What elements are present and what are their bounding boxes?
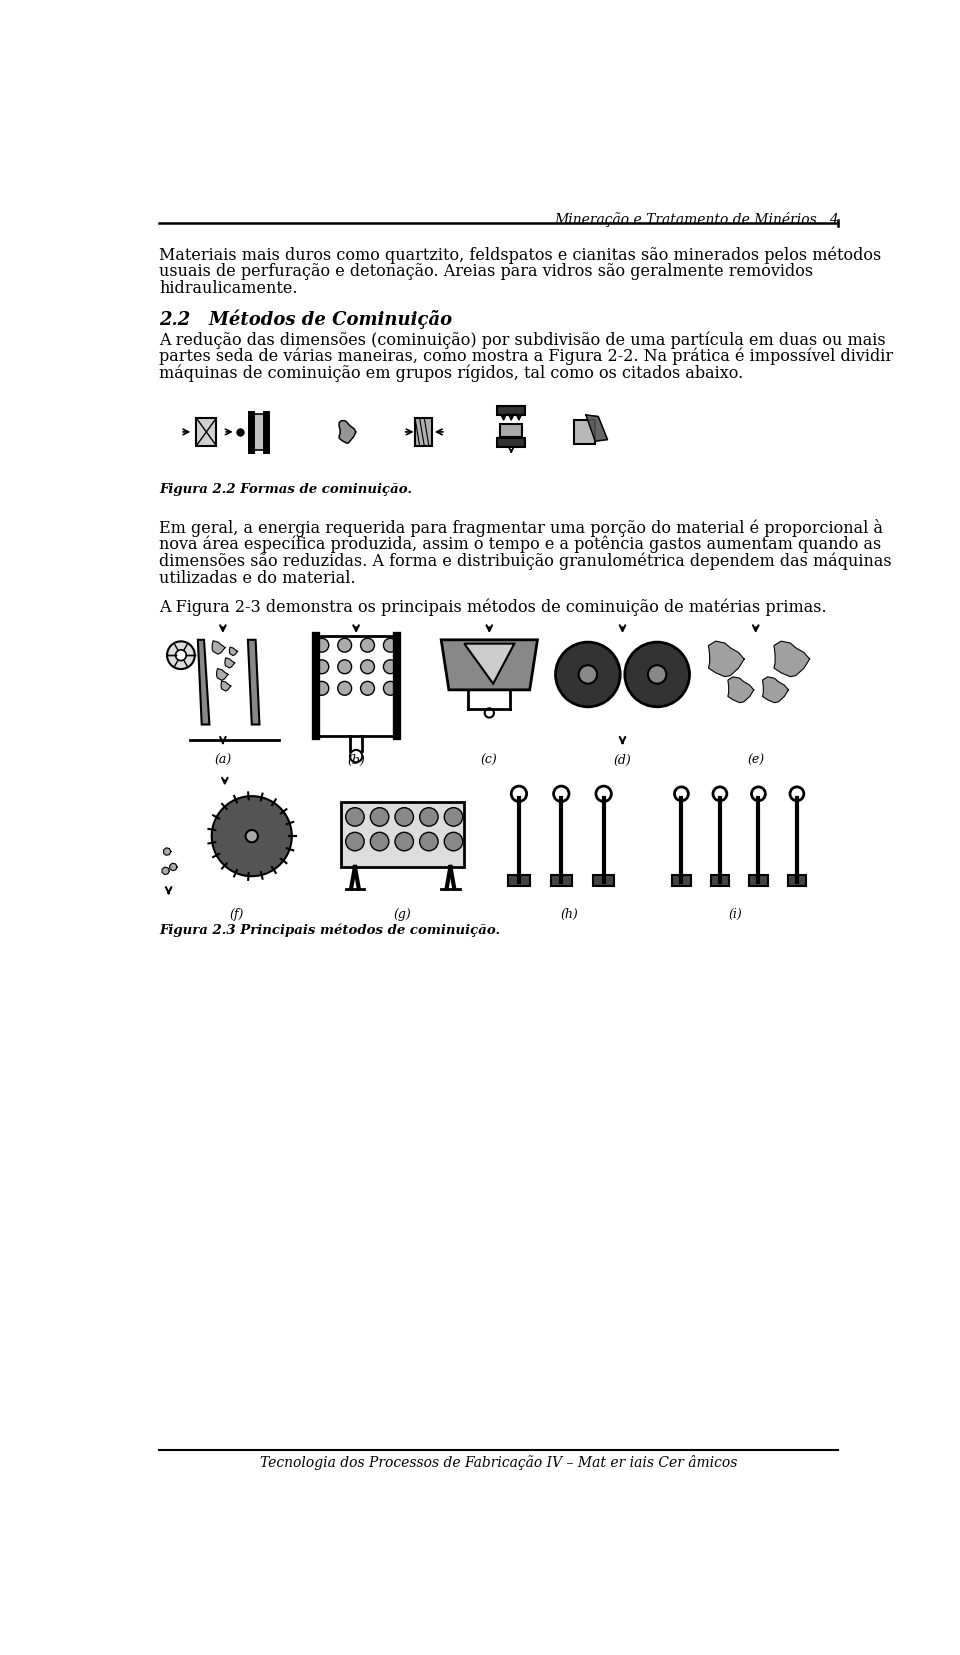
Text: (d): (d) (613, 753, 632, 766)
Bar (341, 801, 465, 867)
Circle shape (556, 642, 620, 707)
Circle shape (790, 786, 804, 801)
Polygon shape (162, 867, 169, 874)
Bar (508, 875, 530, 885)
Text: Em geral, a energia requerida para fragmentar uma porção do material é proporcio: Em geral, a energia requerida para fragm… (159, 520, 883, 536)
Text: máquinas de cominuição em grupos rígidos, tal como os citados abaixo.: máquinas de cominuição em grupos rígidos… (159, 364, 744, 382)
Polygon shape (728, 677, 754, 703)
Circle shape (625, 642, 689, 707)
Bar (574, 420, 595, 444)
Bar (316, 636, 396, 736)
Text: (i): (i) (729, 909, 742, 920)
Polygon shape (586, 415, 608, 442)
Polygon shape (221, 680, 230, 692)
Polygon shape (212, 640, 225, 654)
Text: Tecnologia dos Processos de Fabricação IV – Mat er iais Cer âmicos: Tecnologia dos Processos de Fabricação I… (260, 1455, 737, 1470)
Polygon shape (442, 640, 538, 690)
Circle shape (713, 786, 727, 801)
Polygon shape (248, 640, 259, 725)
Text: (b): (b) (348, 753, 365, 766)
Polygon shape (229, 647, 237, 655)
Circle shape (212, 796, 292, 875)
Text: usuais de perfuração e detonação. Areias para vidros são geralmente removidos: usuais de perfuração e detonação. Areias… (159, 263, 813, 280)
Circle shape (346, 832, 364, 851)
Circle shape (338, 682, 351, 695)
Text: dimensões são reduzidas. A forma e distribuição granulométrica dependem das máqu: dimensões são reduzidas. A forma e distr… (159, 553, 892, 571)
Text: nova área específica produzida, assim o tempo e a potência gastos aumentam quand: nova área específica produzida, assim o … (159, 536, 881, 553)
Polygon shape (170, 864, 177, 871)
Circle shape (395, 808, 414, 826)
Bar (550, 875, 572, 885)
Text: (e): (e) (747, 753, 764, 766)
Circle shape (346, 808, 364, 826)
Bar (672, 875, 690, 885)
Bar (497, 439, 525, 447)
Circle shape (361, 660, 374, 674)
Circle shape (338, 660, 351, 674)
Circle shape (420, 832, 438, 851)
Polygon shape (774, 640, 809, 677)
Circle shape (420, 808, 438, 826)
Bar (749, 875, 768, 885)
Polygon shape (217, 669, 228, 680)
Text: (c): (c) (481, 753, 497, 766)
Polygon shape (762, 677, 788, 703)
Text: A redução das dimensões (cominuição) por subdivisão de uma partícula em duas ou : A redução das dimensões (cominuição) por… (159, 331, 886, 349)
Text: Figura 2.3 Principais métodos de cominuição.: Figura 2.3 Principais métodos de cominui… (159, 923, 500, 937)
Circle shape (675, 786, 688, 801)
Circle shape (371, 832, 389, 851)
Bar (787, 875, 806, 885)
Polygon shape (339, 420, 356, 444)
Circle shape (176, 650, 186, 660)
Text: utilizadas e do material.: utilizadas e do material. (159, 569, 356, 588)
Bar (196, 419, 216, 445)
Circle shape (444, 832, 463, 851)
Text: Figura 2.2 Formas de cominuição.: Figura 2.2 Formas de cominuição. (159, 483, 413, 496)
Polygon shape (225, 659, 234, 669)
Circle shape (444, 808, 463, 826)
Text: A Figura 2-3 demonstra os principais métodos de cominuição de matérias primas.: A Figura 2-3 demonstra os principais mét… (159, 599, 827, 617)
Text: Materiais mais duros como quartzito, feldspatos e cianitas são minerados pelos m: Materiais mais duros como quartzito, fel… (159, 247, 881, 263)
Polygon shape (465, 644, 515, 684)
Circle shape (361, 639, 374, 652)
Circle shape (383, 660, 397, 674)
Bar (500, 424, 522, 437)
Text: 2.2   Métodos de Cominuição: 2.2 Métodos de Cominuição (159, 309, 452, 329)
Circle shape (383, 682, 397, 695)
Circle shape (395, 832, 414, 851)
Bar (415, 419, 432, 445)
Circle shape (554, 786, 569, 801)
Circle shape (246, 831, 258, 842)
Circle shape (167, 642, 195, 669)
Circle shape (315, 660, 328, 674)
Text: Mineração e Tratamento de Minérios   4: Mineração e Tratamento de Minérios 4 (554, 212, 838, 227)
Text: partes seda de várias maneiras, como mostra a Figura 2-2. Na prática é impossíve: partes seda de várias maneiras, como mos… (159, 348, 894, 366)
Text: (f): (f) (229, 909, 244, 920)
Circle shape (512, 786, 527, 801)
Bar (593, 875, 614, 885)
Text: (a): (a) (214, 753, 231, 766)
Circle shape (315, 682, 328, 695)
Circle shape (579, 665, 597, 684)
Text: (g): (g) (394, 909, 412, 920)
Bar (252, 414, 266, 450)
Text: hidraulicamente.: hidraulicamente. (159, 280, 298, 298)
Bar (497, 405, 525, 415)
Circle shape (361, 682, 374, 695)
Circle shape (752, 786, 765, 801)
Circle shape (383, 639, 397, 652)
Circle shape (315, 639, 328, 652)
Circle shape (338, 639, 351, 652)
Polygon shape (708, 640, 744, 677)
Circle shape (648, 665, 666, 684)
Circle shape (596, 786, 612, 801)
Text: (h): (h) (560, 909, 578, 920)
Circle shape (371, 808, 389, 826)
Polygon shape (198, 640, 209, 725)
Bar (710, 875, 730, 885)
Polygon shape (163, 847, 171, 856)
